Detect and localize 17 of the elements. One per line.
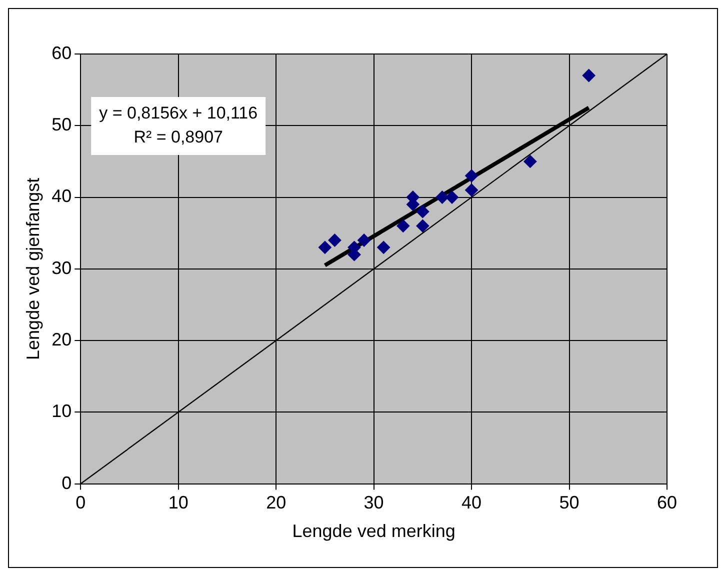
y-tick-label: 10 bbox=[52, 401, 72, 422]
x-tick-label: 50 bbox=[559, 492, 580, 513]
x-axis-title: Lengde ved merking bbox=[292, 521, 456, 542]
y-axis-title: Lengde ved gjenfangst bbox=[22, 178, 43, 360]
y-tick-label: 20 bbox=[52, 330, 72, 350]
y-tick-label: 60 bbox=[52, 42, 72, 63]
y-tick-label: 30 bbox=[52, 258, 72, 278]
x-tick-label: 10 bbox=[168, 492, 188, 513]
y-tick-label: 40 bbox=[52, 186, 72, 206]
x-tick-label: 60 bbox=[656, 492, 678, 513]
x-tick-label: 20 bbox=[266, 492, 286, 513]
y-tick-label: 50 bbox=[52, 114, 72, 135]
x-tick-label: 40 bbox=[462, 492, 482, 513]
x-tick-label: 30 bbox=[364, 492, 384, 513]
annotation: y = 0,8156x + 10,116 R² = 0,8907 bbox=[99, 104, 258, 147]
x-tick-label: 0 bbox=[76, 492, 86, 513]
y-tick-label: 0 bbox=[62, 472, 72, 493]
